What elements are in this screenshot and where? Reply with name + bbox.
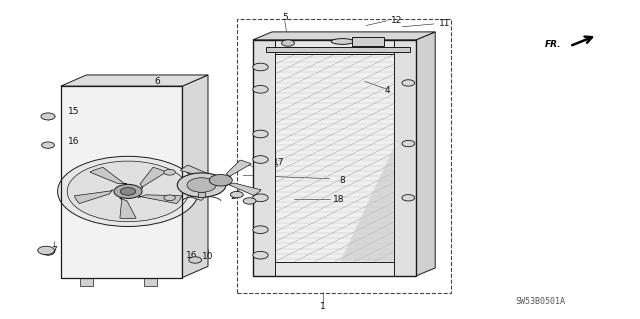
Text: 6: 6 (154, 77, 159, 86)
Circle shape (177, 173, 226, 197)
Text: 1: 1 (321, 302, 326, 311)
Circle shape (209, 174, 232, 186)
Text: 12: 12 (391, 16, 403, 25)
Bar (253, 262, 416, 276)
Circle shape (41, 113, 55, 120)
Text: 16: 16 (68, 137, 79, 146)
Polygon shape (340, 147, 394, 262)
Circle shape (42, 142, 54, 148)
Polygon shape (180, 165, 215, 177)
Text: 8: 8 (340, 176, 345, 185)
Text: 2: 2 (231, 192, 236, 201)
Circle shape (38, 246, 54, 255)
Text: 13: 13 (260, 168, 271, 177)
Circle shape (114, 184, 142, 198)
Circle shape (67, 161, 189, 222)
Text: 7: 7 (52, 246, 57, 255)
Bar (275, 54, 394, 262)
Polygon shape (120, 198, 136, 219)
Text: 16: 16 (186, 251, 198, 260)
Circle shape (189, 257, 202, 263)
Text: 4: 4 (385, 86, 390, 95)
Bar (237, 19, 451, 293)
Polygon shape (182, 75, 208, 278)
Circle shape (253, 63, 268, 71)
Polygon shape (74, 189, 113, 204)
Polygon shape (227, 183, 261, 196)
Circle shape (230, 191, 243, 198)
Bar (144, 278, 157, 286)
Circle shape (402, 195, 415, 201)
Polygon shape (138, 195, 182, 204)
Bar (198, 192, 205, 197)
Text: SW53B0501A: SW53B0501A (516, 297, 566, 306)
Circle shape (253, 226, 268, 234)
Circle shape (253, 251, 268, 259)
Bar (352, 37, 384, 46)
Text: 18: 18 (333, 195, 345, 204)
Circle shape (42, 249, 54, 255)
Circle shape (253, 85, 268, 93)
Polygon shape (61, 75, 208, 86)
Circle shape (253, 156, 268, 163)
Bar (253, 40, 275, 276)
Text: 10: 10 (202, 252, 214, 261)
Circle shape (243, 198, 256, 204)
Polygon shape (227, 160, 252, 177)
Text: 3: 3 (253, 197, 259, 205)
Circle shape (187, 178, 216, 192)
Circle shape (253, 130, 268, 138)
Bar (253, 40, 416, 54)
Text: 5: 5 (282, 13, 287, 22)
Text: 15: 15 (68, 107, 79, 116)
Text: 11: 11 (439, 19, 451, 28)
Circle shape (164, 169, 175, 175)
Text: 17: 17 (273, 158, 284, 167)
Circle shape (120, 188, 136, 195)
Polygon shape (140, 167, 166, 188)
Polygon shape (90, 167, 127, 184)
Circle shape (402, 80, 415, 86)
Bar (61, 86, 182, 278)
Text: 14: 14 (177, 174, 188, 183)
Circle shape (282, 40, 294, 46)
Bar (266, 47, 410, 52)
Bar (61, 86, 182, 278)
Polygon shape (253, 32, 435, 40)
Polygon shape (190, 183, 215, 200)
Circle shape (253, 194, 268, 202)
Bar (80, 278, 93, 286)
Polygon shape (416, 32, 435, 276)
Bar (253, 40, 416, 276)
Circle shape (58, 156, 198, 226)
Ellipse shape (332, 39, 354, 44)
Circle shape (164, 195, 175, 201)
Circle shape (402, 140, 415, 147)
Text: FR.: FR. (545, 40, 561, 49)
Bar (394, 40, 416, 276)
